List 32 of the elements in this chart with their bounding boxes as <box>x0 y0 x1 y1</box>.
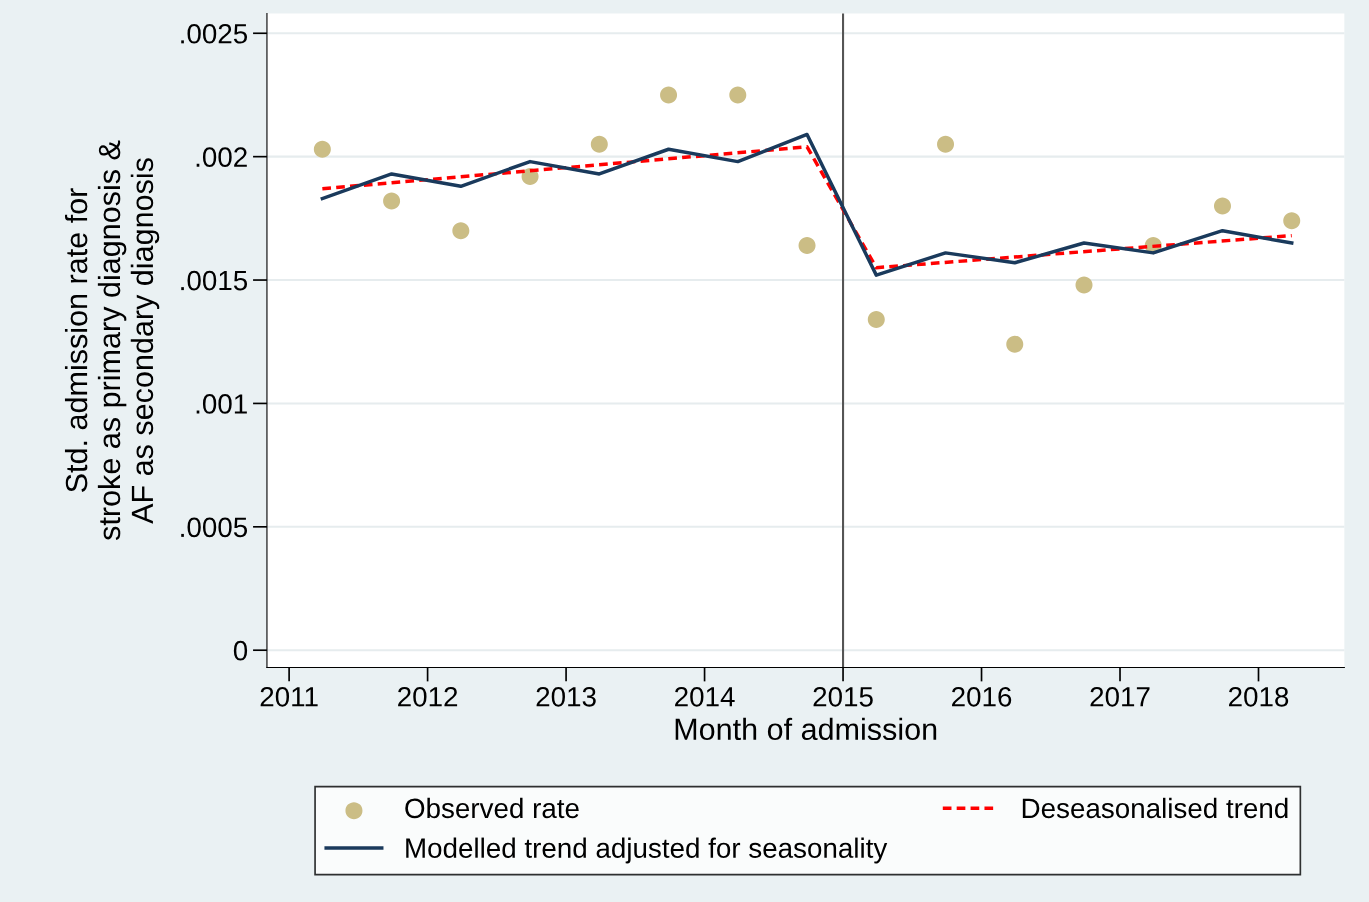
y-tick-label: .002 <box>196 147 247 167</box>
x-tick-label: 2017 <box>1090 686 1150 707</box>
point <box>937 135 955 153</box>
x-tick-label: 2015 <box>813 686 873 707</box>
point <box>452 222 470 240</box>
point <box>383 192 401 210</box>
point <box>1213 197 1231 215</box>
x-tick-label: 2012 <box>398 686 458 707</box>
legend-label: Modelled trend adjusted for seasonality <box>406 837 888 864</box>
y-tick-label: .0015 <box>181 270 248 291</box>
x-tick-label: 2018 <box>1229 686 1289 707</box>
point <box>867 311 885 329</box>
x-tick-label: 2014 <box>675 686 735 707</box>
point <box>590 135 608 153</box>
y-tick-label: .0025 <box>181 23 248 44</box>
point <box>1006 335 1024 353</box>
y-tick-label: 0 <box>233 640 248 661</box>
y-tick-label: .001 <box>196 394 247 414</box>
x-axis-title: Month of admission <box>675 717 937 741</box>
x-tick-label: 2011 <box>260 686 318 707</box>
point <box>729 86 747 104</box>
x-tick-label: 2013 <box>536 686 596 707</box>
y-tick-label: .0005 <box>181 517 248 538</box>
point <box>313 140 331 158</box>
point <box>798 236 816 254</box>
point <box>1283 212 1301 230</box>
legend-label: Deseasonalised trend <box>1022 797 1288 819</box>
legend-label: Observed rate <box>405 797 579 819</box>
y-axis-title: Std. admission rate for stroke as primary diagnosis & AF as secondary diagnosis <box>64 140 160 541</box>
x-tick-label: 2016 <box>952 686 1012 707</box>
point <box>660 86 678 104</box>
point <box>1075 276 1093 294</box>
